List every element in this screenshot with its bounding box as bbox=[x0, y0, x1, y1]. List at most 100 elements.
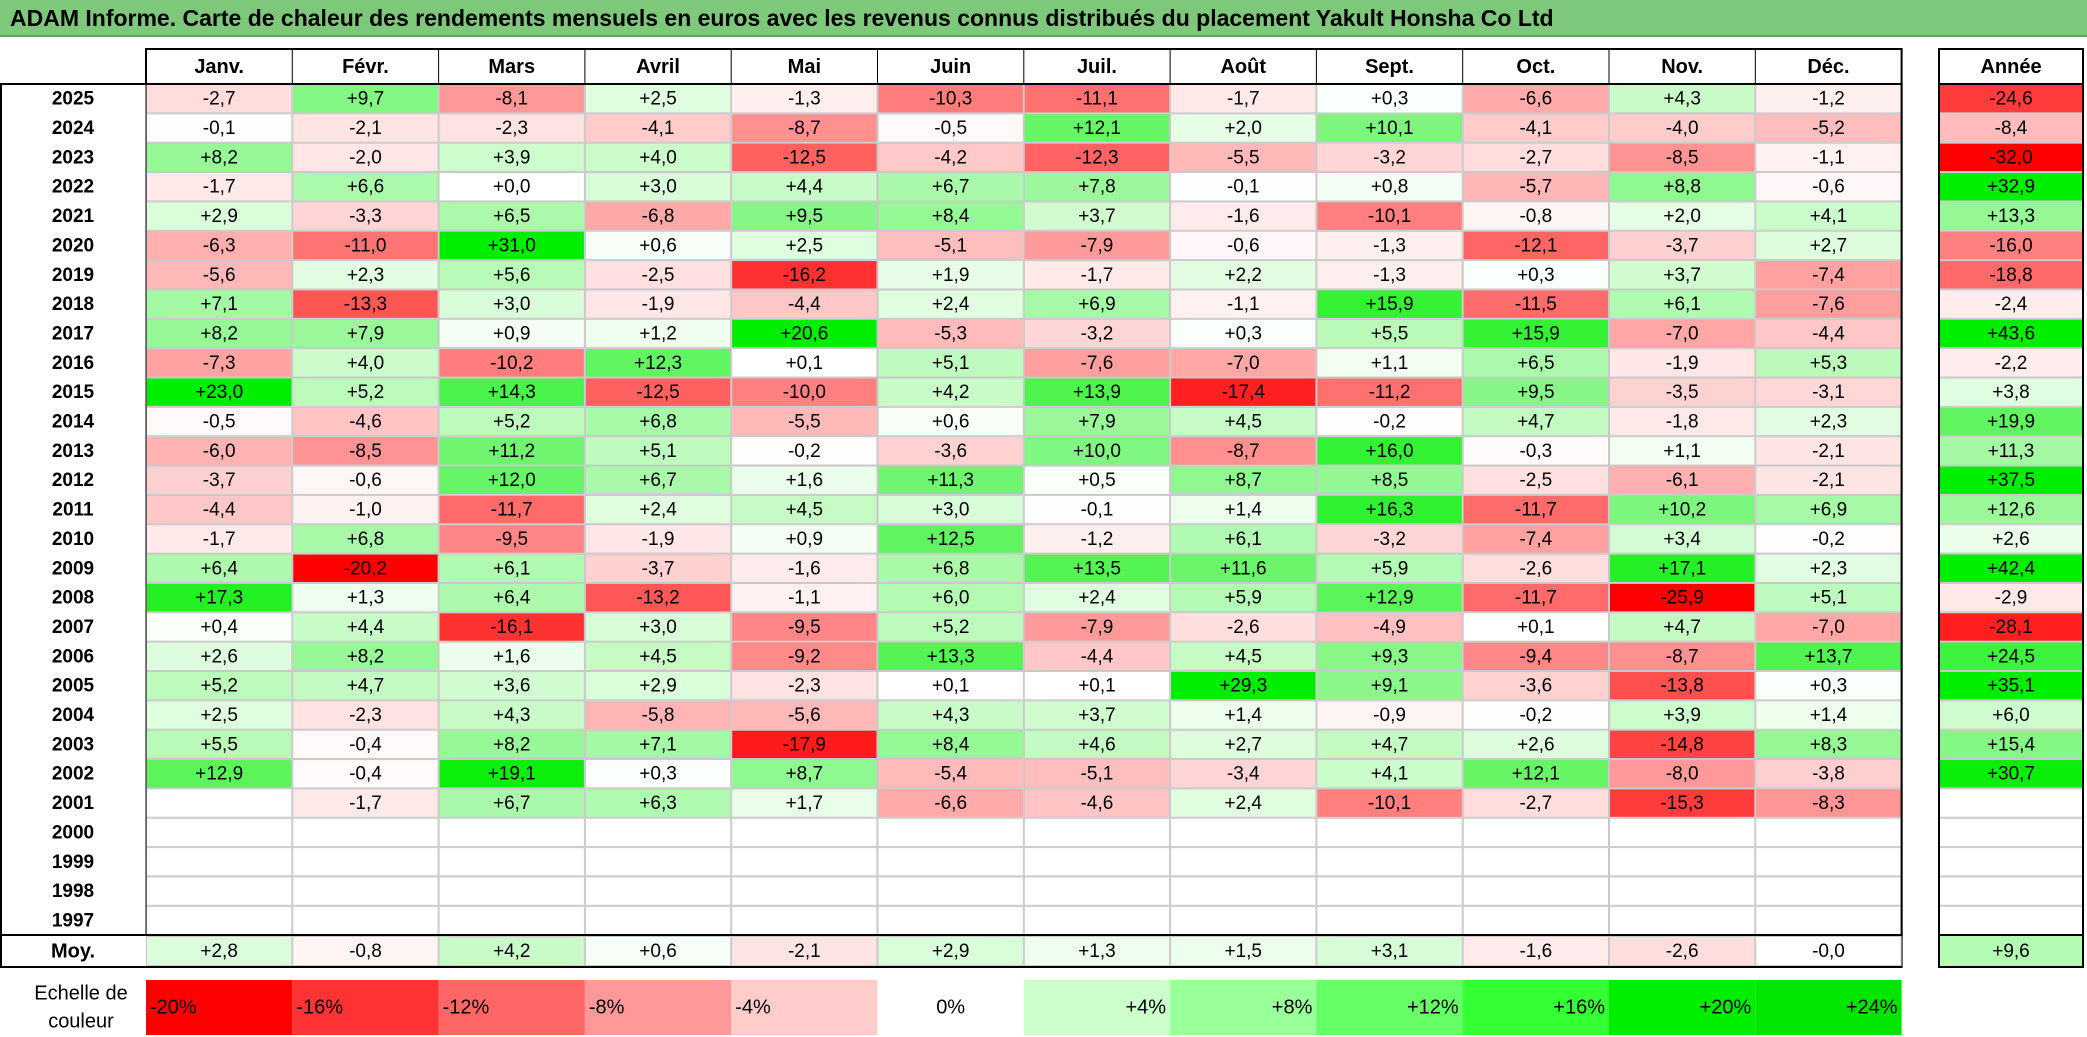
heatmap-cell bbox=[1609, 172, 1756, 202]
title-bar: ADAM Informe. Carte de chaleur des rende… bbox=[0, 0, 2087, 37]
heatmap-cell bbox=[1316, 700, 1463, 730]
cell-value: +6,8 bbox=[639, 412, 677, 433]
annual-cell bbox=[1939, 759, 2083, 789]
heatmap-cell bbox=[438, 201, 585, 231]
cell-value: -12,5 bbox=[783, 147, 826, 168]
cell-value: +5,5 bbox=[1371, 323, 1409, 344]
heatmap-cell bbox=[1609, 553, 1756, 583]
heatmap-cell bbox=[1609, 260, 1756, 290]
heatmap-cell bbox=[1023, 201, 1171, 231]
heatmap-cell bbox=[1316, 436, 1463, 466]
heatmap-cell bbox=[1462, 318, 1609, 349]
year-label: 2007 bbox=[52, 617, 94, 638]
scale-step-label: -20% bbox=[150, 996, 197, 1018]
cell-value: -1,3 bbox=[788, 89, 821, 110]
cell-value: +31,0 bbox=[488, 235, 536, 256]
heatmap-cell bbox=[438, 465, 585, 495]
year-label: 2024 bbox=[52, 118, 95, 139]
scale-step-label: -12% bbox=[443, 996, 490, 1018]
cell-value: -12,5 bbox=[636, 382, 679, 403]
heatmap-cell bbox=[438, 289, 585, 319]
annual-value: +19,9 bbox=[1987, 412, 2035, 433]
heatmap-cell bbox=[292, 260, 439, 290]
heatmap-cell bbox=[1023, 377, 1171, 407]
scale-swatch bbox=[146, 980, 293, 1035]
heatmap-cell bbox=[584, 348, 732, 378]
heatmap-cell bbox=[292, 700, 439, 730]
cell-value: -2,3 bbox=[788, 676, 821, 697]
annual-value: +24,5 bbox=[1987, 646, 2035, 667]
heatmap-cell bbox=[1609, 582, 1756, 613]
annual-value: +2,6 bbox=[1992, 529, 2030, 550]
heatmap-cell bbox=[146, 876, 293, 906]
cell-value: +3,9 bbox=[493, 147, 531, 168]
heatmap-cell bbox=[438, 729, 585, 760]
cell-value: +0,1 bbox=[932, 676, 970, 697]
scale-step-label: +20% bbox=[1700, 996, 1752, 1018]
cell-value: -1,6 bbox=[788, 558, 821, 579]
cell-value: +0,3 bbox=[1517, 265, 1555, 286]
cell-value: -1,7 bbox=[349, 793, 382, 814]
cell-value: -1,2 bbox=[1081, 529, 1114, 550]
heatmap-cell bbox=[1462, 230, 1609, 261]
heatmap-cell bbox=[731, 406, 878, 437]
cell-value: +13,3 bbox=[927, 646, 975, 667]
average-cell bbox=[292, 936, 439, 966]
heatmap-cell bbox=[292, 817, 439, 848]
heatmap-cell bbox=[731, 524, 878, 554]
cell-value: +13,5 bbox=[1073, 558, 1121, 579]
cell-value: +4,0 bbox=[347, 353, 385, 374]
scale-swatch bbox=[292, 980, 439, 1035]
heatmap-cell bbox=[877, 700, 1024, 730]
annual-cell bbox=[1939, 641, 2083, 672]
heatmap-cell bbox=[1023, 524, 1171, 554]
cell-value: -5,4 bbox=[934, 764, 967, 785]
heatmap-cell bbox=[438, 641, 585, 672]
cell-value: +6,8 bbox=[932, 558, 970, 579]
heatmap-cell bbox=[1462, 671, 1609, 701]
heatmap-cell bbox=[584, 847, 732, 877]
heatmap-cell bbox=[1755, 759, 1902, 789]
cell-value: +8,3 bbox=[1810, 734, 1848, 755]
heatmap-cell bbox=[438, 817, 585, 848]
cell-value: -2,3 bbox=[349, 705, 382, 726]
heatmap-cell bbox=[584, 612, 732, 642]
cell-value: -9,4 bbox=[1519, 646, 1552, 667]
heatmap-cell bbox=[292, 142, 439, 173]
cell-value: +12,1 bbox=[1073, 118, 1121, 139]
cell-value: -6,0 bbox=[203, 441, 236, 462]
year-label: 2008 bbox=[52, 588, 94, 609]
heatmap-cell bbox=[438, 113, 585, 143]
cell-value: -1,0 bbox=[349, 500, 382, 521]
cell-value: +6,7 bbox=[639, 470, 677, 491]
month-header: Déc. bbox=[1807, 56, 1849, 78]
average-value: -0,0 bbox=[1812, 941, 1845, 962]
heatmap-cell bbox=[1462, 436, 1609, 466]
average-cell bbox=[731, 936, 878, 966]
cell-value: +4,3 bbox=[1663, 89, 1701, 110]
cell-value: -5,8 bbox=[642, 705, 675, 726]
cell-value: -1,1 bbox=[788, 588, 821, 609]
annual-cell bbox=[1939, 406, 2083, 437]
heatmap-cell bbox=[731, 641, 878, 672]
scale-step-label: +24% bbox=[1846, 996, 1898, 1018]
cell-value: +2,2 bbox=[1224, 265, 1262, 286]
cell-value: -0,1 bbox=[1227, 177, 1260, 198]
heatmap-cell bbox=[1755, 494, 1902, 525]
scale-label-line2: couleur bbox=[48, 1010, 114, 1032]
heatmap-cell bbox=[877, 142, 1024, 173]
heatmap-cell bbox=[292, 318, 439, 349]
month-header: Oct. bbox=[1516, 56, 1555, 78]
heatmap-cell bbox=[1170, 612, 1317, 642]
cell-value: -10,1 bbox=[1368, 206, 1411, 227]
cell-value: -5,7 bbox=[1519, 177, 1552, 198]
heatmap-cell bbox=[584, 582, 732, 613]
annual-header-cell bbox=[1938, 48, 2084, 85]
heatmap-cell bbox=[292, 230, 439, 261]
heatmap-cell bbox=[146, 201, 293, 231]
heatmap-cell bbox=[1316, 876, 1463, 906]
cell-value: +11,2 bbox=[488, 441, 535, 462]
cell-value: +1,2 bbox=[639, 323, 677, 344]
cell-value: +1,9 bbox=[932, 265, 970, 286]
month-header: Juil. bbox=[1077, 56, 1117, 78]
